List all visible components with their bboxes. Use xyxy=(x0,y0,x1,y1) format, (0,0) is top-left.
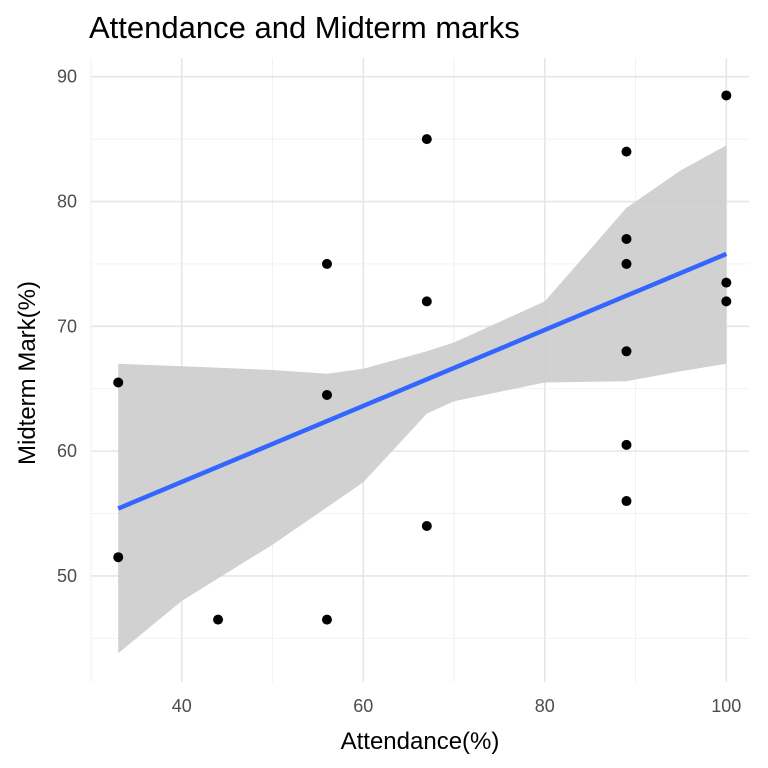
data-point xyxy=(621,346,632,357)
x-axis-title: Attendance(%) xyxy=(341,728,500,755)
x-tick-label: 80 xyxy=(535,696,555,716)
y-axis-title: Midterm Mark(%) xyxy=(14,281,41,465)
trend-line xyxy=(117,251,728,511)
data-point xyxy=(113,552,124,563)
data-point xyxy=(621,146,632,157)
data-point xyxy=(321,389,332,400)
y-tick-label: 50 xyxy=(57,566,77,586)
confidence-band xyxy=(118,145,727,654)
data-point xyxy=(421,521,432,531)
data-point xyxy=(721,277,732,288)
y-tick-label: 80 xyxy=(57,192,77,212)
data-point xyxy=(721,296,732,307)
trend-line-group xyxy=(117,251,728,511)
data-point xyxy=(621,233,632,244)
confidence-band-group xyxy=(118,145,727,654)
data-point xyxy=(621,258,632,269)
y-tick-label: 60 xyxy=(57,441,77,461)
data-point xyxy=(321,614,332,625)
x-tick-label: 60 xyxy=(353,696,373,716)
data-point xyxy=(213,614,224,625)
x-tick-label: 100 xyxy=(711,696,741,716)
data-point xyxy=(113,377,124,388)
data-point xyxy=(421,296,432,307)
data-point xyxy=(721,90,732,101)
data-point xyxy=(421,134,432,145)
data-points xyxy=(113,90,732,625)
y-tick-labels: 50 60 70 80 90 xyxy=(57,67,77,586)
y-tick-label: 70 xyxy=(57,316,77,336)
data-point xyxy=(321,258,332,269)
x-tick-labels: 40 60 80 100 xyxy=(172,696,742,716)
data-point xyxy=(621,496,632,507)
data-point xyxy=(621,439,632,450)
chart-title: Attendance and Midterm marks xyxy=(89,10,520,45)
x-tick-label: 40 xyxy=(172,696,192,716)
y-tick-label: 90 xyxy=(57,67,77,87)
